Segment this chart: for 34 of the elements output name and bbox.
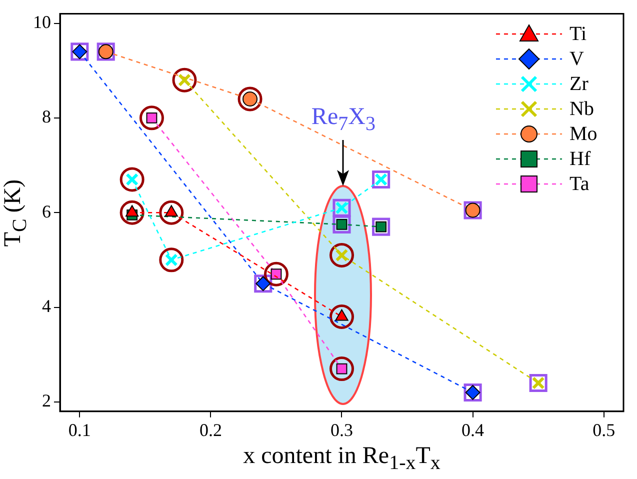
- point: [330, 242, 354, 268]
- point: [159, 200, 184, 225]
- point: [372, 170, 390, 188]
- x-tick-label: 0.5: [592, 420, 616, 440]
- x-tick-label: 0.4: [462, 420, 484, 440]
- point: [120, 167, 144, 192]
- legend-label: Nb: [570, 98, 594, 121]
- point: [372, 218, 390, 236]
- x-tick-label: 0.3: [330, 420, 353, 440]
- y-tick-label: 2: [42, 390, 51, 411]
- point: [529, 374, 548, 392]
- point: [120, 200, 144, 225]
- legend-label: Mo: [570, 122, 598, 146]
- y-tick-label: 10: [33, 12, 51, 32]
- x-tick-label: 0.2: [199, 420, 222, 440]
- x-tick-label: 0.1: [68, 420, 91, 440]
- legend-label: Hf: [570, 148, 591, 171]
- legend-label: Ti: [570, 22, 587, 46]
- point: [332, 215, 351, 234]
- point: [330, 356, 354, 382]
- point: [139, 106, 164, 130]
- legend-label: Zr: [570, 72, 588, 96]
- legend-label: Ta: [570, 172, 590, 196]
- point: [172, 68, 197, 92]
- x-axis-title: x content in Re$_{1-x}$T$_{x}$: [243, 443, 440, 475]
- point: [330, 304, 354, 329]
- y-tick-label: 4: [42, 296, 51, 316]
- y-tick-label: 6: [42, 201, 51, 222]
- legend-label: V: [570, 48, 584, 71]
- y-tick-label: 8: [42, 106, 51, 127]
- point: [264, 262, 288, 286]
- annotation: Re$_{7}$X$_{3}$: [311, 104, 376, 136]
- point: [238, 86, 262, 112]
- point: [159, 248, 184, 272]
